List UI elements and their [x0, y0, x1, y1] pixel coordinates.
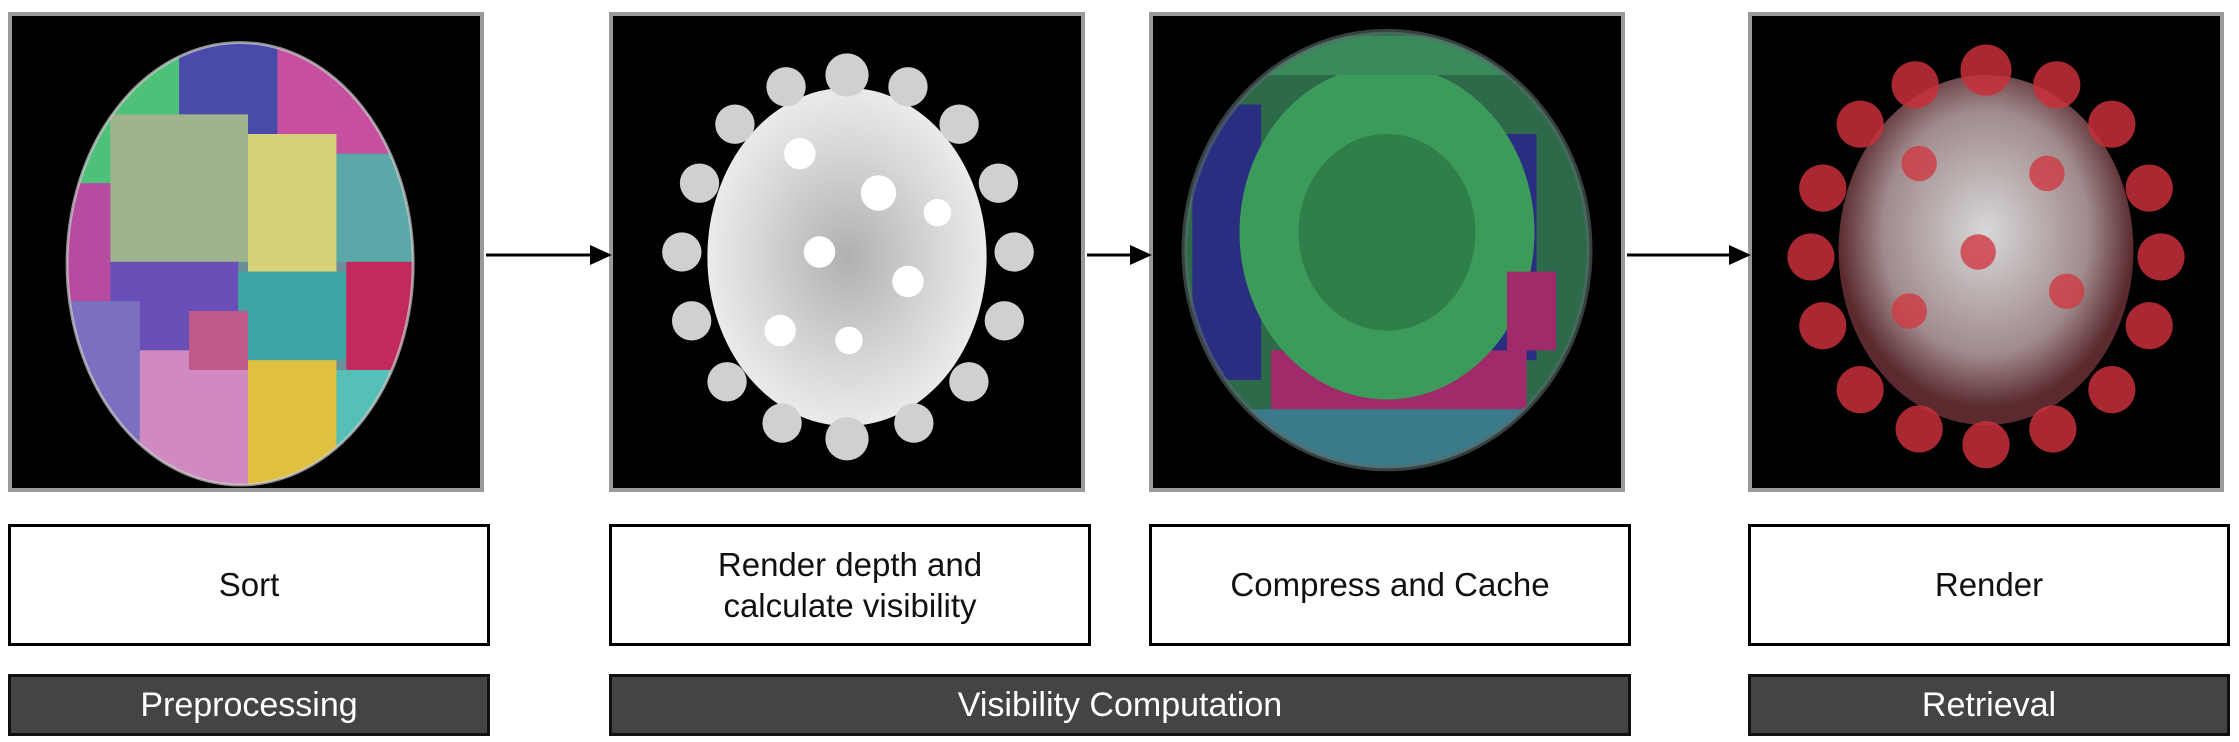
- depth-image-panel: [609, 12, 1085, 492]
- step-render-box: Render: [1748, 524, 2230, 646]
- step-label: Render: [1934, 566, 2044, 604]
- stage-label: Retrieval: [1921, 685, 2057, 724]
- step-render-depth-box: Render depth and calculate visibility: [609, 524, 1091, 646]
- step-compress-cache-box: Compress and Cache: [1149, 524, 1631, 646]
- arrow-sort-to-depth: [486, 245, 612, 265]
- stage-label: Preprocessing: [140, 685, 358, 724]
- step-label: Render depth and calculate visibility: [717, 545, 983, 624]
- stage-visibility-computation: Visibility Computation: [609, 674, 1631, 736]
- stage-label: Visibility Computation: [957, 685, 1283, 724]
- render-image-panel: [1748, 12, 2224, 492]
- arrow-depth-to-cache: [1087, 245, 1152, 265]
- final-render-image: [1787, 44, 2185, 469]
- step-sort-box: Sort: [8, 524, 490, 646]
- sorted-particles-image: [65, 41, 415, 487]
- step-label: Sort: [218, 566, 280, 604]
- arrow-cache-to-render: [1627, 245, 1751, 265]
- cache-image-panel: [1149, 12, 1625, 492]
- sort-image-panel: [8, 12, 484, 492]
- spike-proteins: [662, 53, 1034, 461]
- depth-visibility-image: [662, 53, 1034, 461]
- compressed-cache-image: [1181, 28, 1593, 472]
- spike-proteins: [1787, 44, 2185, 469]
- step-label: Compress and Cache: [1230, 566, 1550, 604]
- stage-preprocessing: Preprocessing: [8, 674, 490, 736]
- stage-retrieval: Retrieval: [1748, 674, 2230, 736]
